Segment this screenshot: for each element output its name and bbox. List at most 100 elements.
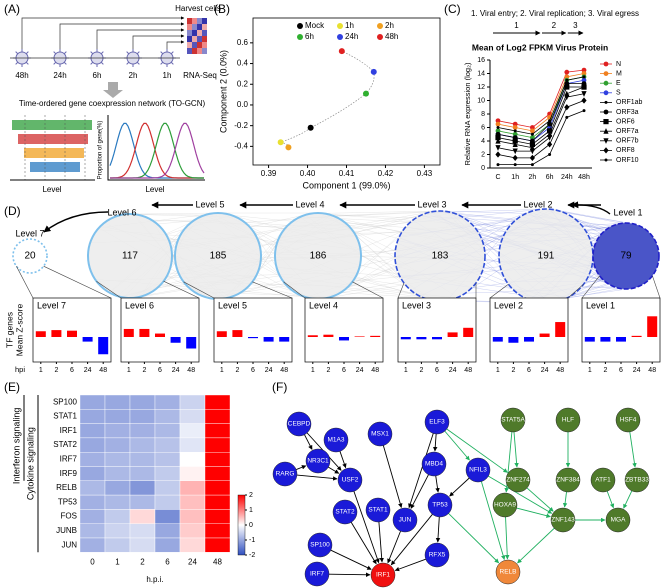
bar xyxy=(155,333,165,337)
legend-marker xyxy=(603,71,609,76)
x-tick-label: 24 xyxy=(356,367,364,374)
legend-label: S xyxy=(616,90,621,97)
y-tick-label: 0.4 xyxy=(237,59,249,68)
x-tick-label: 24 xyxy=(449,367,457,374)
x-tick-label: 6 xyxy=(251,367,255,374)
heatmap-cell xyxy=(179,466,206,482)
bar xyxy=(584,337,595,342)
heatmap-cell xyxy=(104,394,131,410)
network-edge xyxy=(553,209,629,224)
row-label: FOS xyxy=(61,512,77,521)
timepoint-label: 24h xyxy=(53,71,66,80)
row-label: TP53 xyxy=(58,497,78,506)
x-tick-label: 2 xyxy=(603,367,607,374)
heatmap-icon xyxy=(197,48,202,54)
marker xyxy=(529,141,535,147)
network-edge xyxy=(557,210,622,224)
marker xyxy=(547,128,553,134)
panel-label: (C) xyxy=(444,2,461,16)
network-edge xyxy=(359,237,400,269)
point xyxy=(285,144,292,151)
level-label: Level 2 xyxy=(523,199,552,209)
timepoint-label: 1h xyxy=(163,71,172,80)
row-group-label: Interferon signaling xyxy=(11,408,21,485)
heatmap-cell xyxy=(79,452,106,467)
connector xyxy=(59,22,185,50)
heatmap-cell xyxy=(129,437,156,453)
chart-title: Level 7 xyxy=(37,300,66,310)
marker xyxy=(548,153,552,156)
marker xyxy=(496,126,500,129)
heatmap-icon xyxy=(192,18,197,24)
x-tick-label: 2 xyxy=(140,557,145,566)
marker xyxy=(512,138,518,144)
network-edge xyxy=(355,276,426,299)
heatmap-cell xyxy=(154,494,181,510)
network-edge xyxy=(333,211,434,216)
colorbar-label: -2 xyxy=(249,552,255,559)
line xyxy=(498,110,585,166)
x-tick-label: 1 xyxy=(115,557,120,566)
network-edge xyxy=(394,558,426,572)
level-arrow xyxy=(571,201,611,215)
line xyxy=(497,100,585,159)
network-edge xyxy=(350,522,377,565)
bar xyxy=(216,331,227,337)
bar xyxy=(616,337,626,342)
network-node xyxy=(305,448,331,474)
heatmap-cell xyxy=(179,437,206,453)
line xyxy=(497,73,585,132)
legend-label: Mock xyxy=(305,21,325,30)
legend-label: 48h xyxy=(385,32,398,41)
zoom-line xyxy=(43,265,112,299)
chart-title: Level 1 xyxy=(586,300,615,310)
x-tick-label: 48 xyxy=(648,367,656,374)
x-tick-label: 6 xyxy=(619,367,623,374)
node-label: MBD4 xyxy=(425,461,443,468)
legend-label: 24h xyxy=(345,32,358,41)
network-edge xyxy=(606,491,615,509)
network-node xyxy=(495,559,521,585)
y-axis-label: TF genes xyxy=(4,312,14,348)
node-label: ZNF143 xyxy=(551,517,575,524)
level-label: Level 3 xyxy=(417,199,446,209)
network-edge xyxy=(629,431,637,468)
heatmap-icon xyxy=(197,18,202,24)
network-node xyxy=(323,427,349,453)
heatmap-cell xyxy=(129,494,156,510)
network-node xyxy=(427,492,453,518)
node-label: USF2 xyxy=(342,477,359,484)
network-edge xyxy=(562,491,568,508)
plot-frame xyxy=(32,297,112,363)
legend-marker xyxy=(603,61,609,67)
network-node xyxy=(424,409,450,435)
heatmap-cell xyxy=(204,437,231,453)
x-tick-label: 48 xyxy=(99,367,107,374)
network-edge xyxy=(153,219,195,222)
heatmap-cell xyxy=(204,523,231,539)
marker xyxy=(512,131,518,137)
marker xyxy=(530,132,534,136)
heatmap-cell xyxy=(79,437,106,453)
bar xyxy=(492,337,503,342)
panel-label: (A) xyxy=(4,2,20,16)
level-count: 185 xyxy=(210,251,227,262)
bar xyxy=(600,337,611,342)
node-label: ZNF384 xyxy=(556,477,580,484)
row-label: SP100 xyxy=(53,397,78,406)
network-edge xyxy=(353,491,380,564)
zoom-line xyxy=(16,266,34,299)
heatmap-icon xyxy=(192,24,197,30)
marker xyxy=(495,137,501,144)
marker xyxy=(582,75,586,79)
heatmap-cell xyxy=(204,394,231,410)
legend-marker xyxy=(603,80,609,86)
timepoint-label: 6h xyxy=(93,71,102,80)
bar xyxy=(67,330,77,337)
y-tick-label: 16 xyxy=(477,57,485,64)
sequencing-label: RNA-Seq xyxy=(183,71,217,80)
heatmap-cell xyxy=(79,537,106,553)
node-label: HOXA9 xyxy=(494,502,516,509)
node-label: MGA xyxy=(611,517,626,524)
x-axis-label: Level xyxy=(145,185,164,194)
